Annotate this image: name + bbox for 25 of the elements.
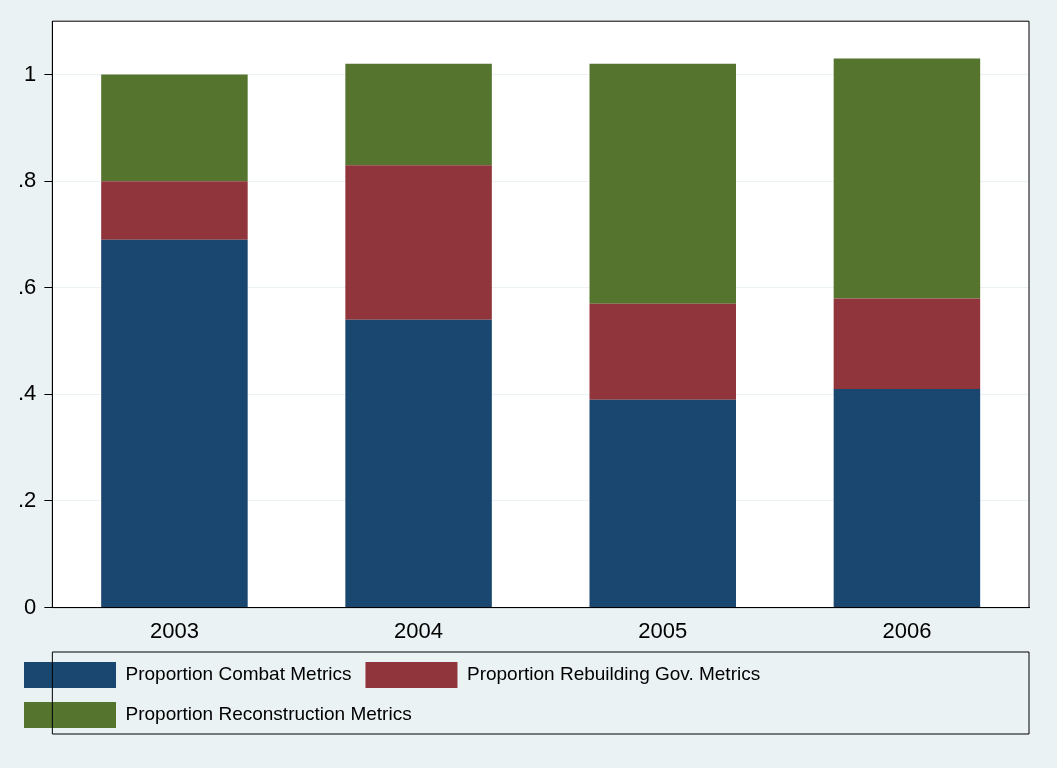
x-tick-label: 2004 — [394, 617, 444, 643]
y-tick-label: .2 — [17, 487, 37, 513]
legend-label: Proportion Reconstruction Metrics — [125, 703, 412, 725]
y-tick-label: .6 — [17, 273, 37, 299]
y-tick-label: 0 — [24, 593, 37, 619]
bar — [101, 74, 248, 182]
x-tick-label: 2005 — [638, 617, 688, 643]
bar — [345, 63, 492, 166]
x-tick-label: 2003 — [149, 617, 199, 643]
bar — [589, 63, 736, 304]
bar — [833, 58, 981, 299]
bar — [589, 303, 736, 400]
y-tick-label: 1 — [24, 60, 37, 86]
y-tick-label: .8 — [17, 167, 37, 193]
legend-label: Proportion Rebuilding Gov. Metrics — [466, 663, 761, 685]
x-tick-label: 2006 — [882, 617, 932, 643]
legend-label: Proportion Combat Metrics — [125, 663, 352, 685]
bar — [833, 298, 981, 390]
bar — [101, 239, 248, 608]
bar — [101, 181, 248, 240]
bar — [589, 399, 736, 608]
bar — [345, 319, 492, 608]
bar — [833, 389, 981, 608]
bar — [345, 165, 492, 320]
y-tick-label: .4 — [17, 380, 37, 406]
